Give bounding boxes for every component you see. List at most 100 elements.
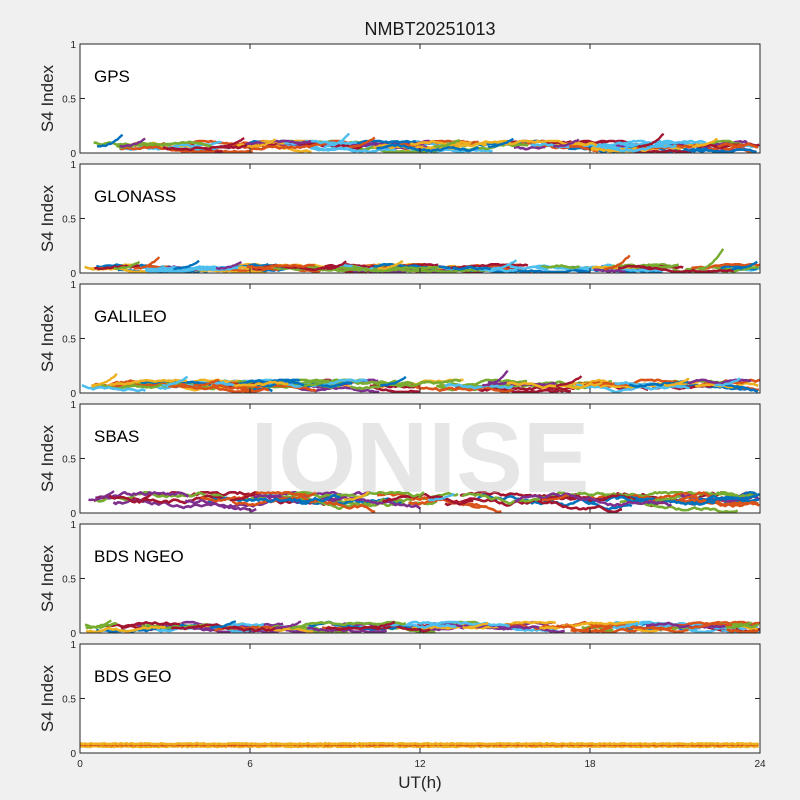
series-line xyxy=(303,379,330,388)
series-line xyxy=(410,383,513,393)
series-line xyxy=(173,259,200,271)
plot-area xyxy=(80,644,760,753)
series-line xyxy=(200,491,317,503)
series-line xyxy=(506,381,603,390)
y-tick-label: 1 xyxy=(70,520,76,531)
y-tick-label: 0.5 xyxy=(62,695,76,706)
series-line xyxy=(230,490,257,502)
series-line xyxy=(244,139,312,147)
series-line xyxy=(497,139,598,147)
series-line xyxy=(372,142,488,151)
series-line xyxy=(352,264,440,273)
y-axis-label: S4 Index xyxy=(38,304,57,372)
series-line xyxy=(243,139,351,151)
panel-label: BDS NGEO xyxy=(94,547,184,566)
y-tick-label: 0 xyxy=(70,509,76,520)
plot-area xyxy=(80,524,760,633)
series-line xyxy=(325,624,431,633)
series-line xyxy=(481,369,509,387)
panel-sbas: 0 0.5 1 S4 Index SBAS xyxy=(38,400,761,520)
series-line xyxy=(120,621,181,630)
y-tick-label: 1 xyxy=(70,640,76,651)
series-line xyxy=(569,378,611,386)
series-line xyxy=(434,138,461,149)
y-tick-label: 0 xyxy=(70,629,76,640)
series-line xyxy=(162,143,248,152)
chart-title: NMBT20251013 xyxy=(364,19,495,39)
series-line xyxy=(717,142,759,149)
y-axis-label: S4 Index xyxy=(38,664,57,732)
series-line xyxy=(637,132,665,148)
series-line xyxy=(513,145,546,151)
series-line xyxy=(714,377,741,387)
y-tick-label: 1 xyxy=(70,280,76,291)
series-line xyxy=(541,493,568,502)
series-line xyxy=(224,622,265,628)
y-tick-label: 0.5 xyxy=(62,95,76,106)
series-line xyxy=(80,741,759,746)
series-line xyxy=(645,621,726,629)
series-line xyxy=(707,145,757,153)
y-tick-label: 0.5 xyxy=(62,215,76,226)
series-line xyxy=(88,490,115,502)
series-line xyxy=(274,620,302,630)
series-line xyxy=(380,375,407,387)
series-line xyxy=(113,260,141,271)
series-line xyxy=(709,492,760,502)
series-line xyxy=(218,137,245,148)
x-tick-label: 0 xyxy=(77,759,83,770)
series-line xyxy=(619,139,707,146)
series-line xyxy=(452,265,492,271)
panel-bds-ngeo: 0 0.5 1 S4 Index BDS NGEO xyxy=(38,520,761,640)
series-line xyxy=(514,492,672,508)
series-line xyxy=(603,254,631,271)
series-line xyxy=(369,384,420,393)
series-line xyxy=(320,260,347,271)
series-line xyxy=(654,495,681,502)
series-line xyxy=(140,379,212,387)
series-line xyxy=(462,621,489,630)
panel-galileo: 0 0.5 1 S4 Index GALILEO xyxy=(38,280,761,400)
series-group xyxy=(84,248,760,273)
series-line xyxy=(376,143,479,153)
y-tick-label: 0 xyxy=(70,269,76,280)
series-line xyxy=(599,382,664,389)
series-line xyxy=(231,495,376,513)
y-tick-label: 1 xyxy=(70,40,76,51)
panel-label: GLONASS xyxy=(94,187,176,206)
series-line xyxy=(552,138,580,148)
series-line xyxy=(420,378,462,385)
series-line xyxy=(596,143,677,153)
series-line xyxy=(726,628,760,633)
y-tick-label: 0 xyxy=(70,149,76,160)
series-line xyxy=(180,139,293,149)
x-tick-label: 6 xyxy=(247,759,253,770)
panel-bds-geo: 0 0.5 1 0 6 12 18 24 S4 Index BDS GEO xyxy=(38,640,766,770)
panel-glonass: 0 0.5 1 S4 Index GLONASS xyxy=(38,160,761,280)
series-line xyxy=(323,132,351,149)
series-line xyxy=(368,620,396,629)
series-line xyxy=(85,619,112,630)
y-axis-label: S4 Index xyxy=(38,184,57,252)
panel-label: GALILEO xyxy=(94,307,167,326)
plot-area xyxy=(80,284,760,393)
series-line xyxy=(623,139,708,147)
series-line xyxy=(233,380,289,388)
series-line xyxy=(133,256,161,271)
panel-label: SBAS xyxy=(94,427,139,446)
panel-label: GPS xyxy=(94,67,130,86)
series-line xyxy=(91,372,118,387)
series-line xyxy=(161,375,189,387)
series-line xyxy=(85,625,167,633)
series-line xyxy=(678,498,759,508)
series-line xyxy=(254,139,363,150)
series-line xyxy=(81,384,146,393)
series-line xyxy=(119,137,146,149)
series-line xyxy=(343,490,370,501)
series-group xyxy=(93,132,760,153)
y-axis-label: S4 Index xyxy=(38,544,57,612)
series-line xyxy=(348,136,376,149)
series-line xyxy=(593,268,626,273)
series-line xyxy=(612,622,639,630)
series-line xyxy=(144,267,211,273)
